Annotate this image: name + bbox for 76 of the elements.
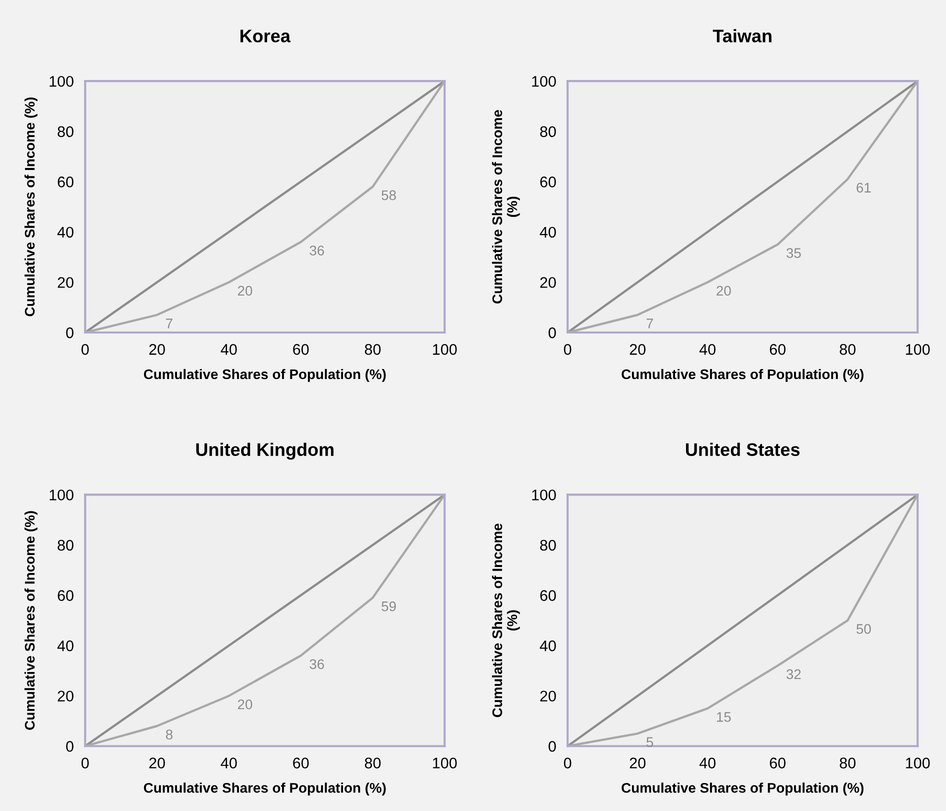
x-tick-label: 40 [220,758,237,768]
y-tick-label: 60 [540,176,556,188]
data-label: 35 [786,248,801,258]
data-label: 7 [646,318,653,328]
y-tick-label: 100 [50,490,74,500]
y-tick-label: 60 [58,176,74,188]
y-tick-label: 40 [57,640,74,652]
data-label: 15 [717,712,731,722]
data-label: 20 [238,699,252,710]
x-tick-label: 80 [364,758,381,768]
y-tick-label: 0 [548,740,556,752]
x-tick-label: 20 [149,344,165,355]
y-tick-label: 100 [532,490,556,500]
y-tick-label: 100 [532,76,556,87]
x-tick-label: 0 [564,758,572,768]
x-tick-label: 40 [220,344,237,355]
data-label: 7 [166,318,172,328]
y-axis-title: Cumulative Shares of Income (%) [24,98,38,316]
y-tick-label: 0 [548,327,556,338]
x-tick-label: 100 [906,344,930,355]
x-tick-label: 60 [770,344,786,355]
x-tick-label: 100 [433,758,457,768]
y-tick-label: 40 [540,226,556,238]
x-axis-title: Cumulative Shares of Population (%) [622,782,864,796]
y-tick-label: 60 [58,590,74,601]
y-tick-label: 100 [50,76,74,87]
data-label: 61 [856,182,871,193]
y-tick-label: 20 [58,690,74,702]
y-tick-label: 40 [57,226,74,238]
x-tick-label: 20 [630,344,646,355]
y-tick-label: 0 [66,327,74,338]
x-tick-label: 80 [840,344,856,355]
x-tick-label: 100 [433,344,457,355]
y-tick-label: 40 [540,640,556,652]
y-tick-label: 20 [58,277,74,288]
chart-title: United Kingdom [196,442,334,460]
x-tick-label: 80 [840,758,856,768]
data-label: 32 [786,669,801,680]
data-label: 59 [382,601,396,612]
data-label: 20 [716,286,731,296]
x-axis-title: Cumulative Shares of Population (%) [144,782,386,796]
data-label: 50 [856,624,871,634]
y-tick-label: 80 [58,540,74,551]
chart-title: United States [686,442,800,456]
data-label: 20 [238,286,252,296]
data-label: 8 [166,730,172,740]
chart-title: Korea [240,30,291,42]
data-label: 36 [310,659,324,670]
y-tick-label: 60 [540,590,556,601]
y-axis-title: Cumulative Shares of Income (%) [492,110,520,304]
x-axis-title: Cumulative Shares of Population (%) [144,368,386,382]
x-tick-label: 20 [630,758,646,768]
x-tick-label: 60 [293,758,309,768]
y-tick-label: 80 [540,126,556,138]
y-tick-label: 20 [540,690,556,702]
x-tick-label: 40 [699,344,716,355]
x-tick-label: 80 [364,344,381,355]
x-tick-label: 100 [906,758,930,768]
x-tick-label: 40 [699,758,716,768]
y-tick-label: 80 [58,126,74,138]
x-tick-label: 0 [564,344,572,355]
chart-title: Taiwan [712,29,772,42]
x-tick-label: 60 [770,758,786,768]
y-axis-title: Cumulative Shares of Income (%) [24,511,38,730]
data-label: 5 [646,737,654,747]
data-label: 36 [310,246,324,256]
x-axis-title: Cumulative Shares of Population (%) [622,368,864,382]
y-axis-title: Cumulative Shares of Income (%) [492,524,520,718]
x-tick-label: 60 [293,344,309,355]
x-tick-label: 0 [81,758,89,768]
x-tick-label: 20 [149,758,165,768]
y-tick-label: 0 [66,740,74,752]
y-tick-label: 80 [540,540,556,551]
data-label: 58 [382,190,396,200]
x-tick-label: 0 [81,344,89,355]
y-tick-label: 20 [540,277,556,288]
